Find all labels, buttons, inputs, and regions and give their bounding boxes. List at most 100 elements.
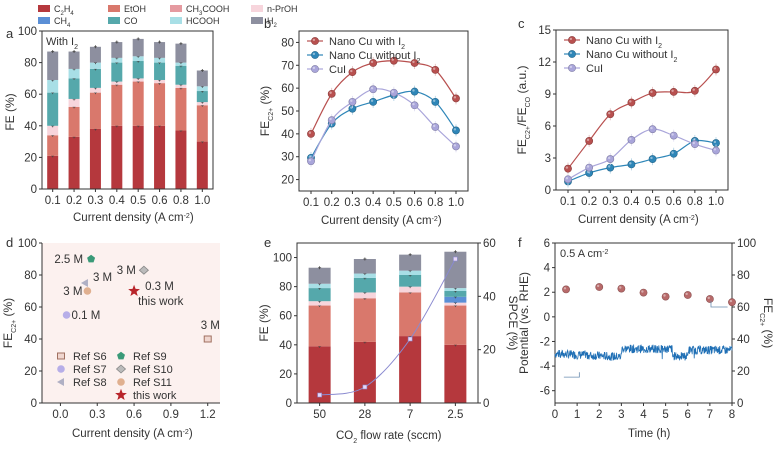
data-point-1-6 (431, 97, 440, 106)
point-ref-s11 (83, 287, 92, 295)
bar-hcooh-50 (308, 283, 331, 289)
legend-label-2: CuI (329, 64, 346, 76)
bar-etoh-1.0 (196, 105, 208, 142)
legend-marker-2 (311, 65, 319, 73)
y-axis-right-f-tick-label: 100 (737, 238, 756, 250)
y-axis-right-e-tick-label: 20 (483, 345, 496, 357)
spce-point-3 (453, 256, 458, 262)
data-point-0-7 (452, 94, 460, 103)
data-point-2-6-highlight (692, 141, 695, 145)
y-axis-d-tick-label: 0 (31, 398, 37, 410)
point-label: 3 M (63, 286, 82, 298)
bar-c2h4-7 (399, 336, 422, 403)
y-axis-f-tick-label: 0 (544, 312, 550, 324)
x-tick-label: 0.1 (45, 195, 61, 207)
bar-co-0.3 (89, 68, 101, 88)
data-point-2-7 (452, 142, 460, 151)
fe-point-6-highlight (707, 296, 710, 300)
y-axis-title-a: FE (%) (3, 93, 17, 130)
x-tick-label: 0.4 (365, 197, 382, 209)
chart-panel-d: 0 20 40 60 80 100 0.0 0.3 0.6 0.9 1.2 3 M 0.1 M 3 M 2.… (1, 238, 220, 440)
legend-label: Ref S11 (133, 377, 172, 389)
bar-hcooh-7 (399, 270, 422, 275)
bar-hcooh-0.1 (47, 79, 59, 93)
x-tick-label: 0.6 (666, 196, 682, 208)
spce-point-0 (317, 392, 322, 398)
legend-swatch-c2h4 (38, 5, 50, 12)
legend-label-hcooh: HCOOH (186, 16, 220, 26)
y-axis-e-tick-label: 80 (279, 282, 292, 294)
legend-label-2: CuI (586, 63, 603, 75)
legend-marker-0-highlight (569, 37, 573, 41)
x-tick-label: 1.0 (448, 197, 464, 209)
y-axis-c-tick-label: 6 (545, 121, 551, 133)
y-axis-right-f-tick-label: 20 (737, 366, 750, 378)
y-axis-a-tick-label: 80 (24, 58, 37, 70)
bar-h2-0.6 (154, 42, 166, 58)
legend-label-h2: H2 (267, 16, 278, 29)
data-point-0-4 (389, 56, 398, 65)
annotation-current-density: 0.5 A cm-2 (560, 248, 609, 260)
y-axis-c-tick-label: 0 (545, 185, 551, 197)
y-axis-b-tick-label: 30 (281, 152, 294, 164)
data-point-2-2-highlight (607, 156, 611, 160)
x-tick-label: 6 (685, 409, 691, 421)
x-axis-title-e: CO2 flow rate (sccm) (336, 430, 442, 445)
bar-h2-0.3 (89, 46, 101, 63)
point-label: 2.5 M (54, 254, 83, 266)
bar-etoh-50 (308, 305, 331, 347)
data-point-0-7-highlight (453, 96, 457, 99)
data-point-1-2-highlight (350, 106, 353, 109)
y-axis-title-c: FEC2+/FECO (a.u.) (515, 66, 532, 155)
x-tick-label: 1.0 (194, 195, 210, 207)
legend-label-ch4: CH4 (54, 16, 71, 29)
data-point-1-3-highlight (629, 162, 632, 165)
legend-swatch-hcooh (170, 17, 182, 24)
bar-h2-0.4 (111, 42, 123, 58)
y-axis-d-tick-label: 40 (24, 334, 37, 346)
data-point-0-1-highlight (329, 91, 332, 94)
fe-point-4 (661, 292, 670, 301)
legend-label: Ref S8 (73, 377, 107, 389)
legend-marker-ref-s9 (117, 351, 125, 360)
y-axis-d-tick-label: 100 (18, 238, 37, 250)
legend-marker-ref-s6 (57, 352, 65, 360)
data-point-2-6 (431, 123, 440, 131)
legend-marker-ref-s11 (117, 378, 125, 386)
data-point-2-2 (348, 97, 357, 106)
x-tick-label: 1 (574, 409, 580, 421)
fe-point-1-highlight (596, 284, 600, 288)
x-tick-label: 1.2 (200, 409, 216, 421)
legend-swatch-ch3cooh (170, 5, 182, 12)
x-tick-label: 0 (552, 409, 558, 421)
left-axis-indicator-arrow (563, 372, 580, 378)
y-axis-b-tick-label: 80 (281, 37, 294, 49)
legend-label-n-proh: n-PrOH (267, 4, 298, 14)
legend-marker-2-highlight (569, 65, 573, 69)
data-point-2-1 (585, 163, 594, 172)
data-point-1-3 (627, 160, 636, 169)
bar-co-7 (399, 275, 422, 287)
bar-co-2.5 (444, 291, 467, 297)
y-axis-right-e-tick-label: 40 (483, 291, 496, 303)
y-axis-title-d: FEC2+ (%) (1, 298, 18, 348)
x-tick-label: 0.8 (687, 196, 703, 208)
legend-marker-2-highlight (312, 66, 316, 70)
x-tick-label: 0.8 (427, 197, 443, 209)
legend-marker-1 (311, 51, 319, 59)
y-axis-right-e-tick-label: 0 (483, 398, 489, 410)
bar-h2-7 (399, 254, 422, 271)
y-axis-title-f: Potential (vs. RHE) (517, 272, 531, 374)
fe-point-1 (595, 283, 604, 291)
data-point-0-4-highlight (650, 90, 653, 94)
bar-h2-0.1 (47, 51, 59, 80)
data-point-1-7-highlight (453, 128, 457, 131)
legend-label-0: Nano Cu with I2 (329, 36, 405, 51)
data-point-2-2 (606, 155, 615, 163)
annotation-with-i2: With I2 (46, 36, 78, 51)
y-axis-title-right-e: SPCE (%) (506, 296, 520, 351)
data-point-0-7-highlight (713, 67, 717, 70)
data-point-1-5 (669, 149, 678, 158)
data-point-0-3 (627, 98, 636, 107)
legend-label-0: Nano Cu with I2 (586, 35, 662, 50)
